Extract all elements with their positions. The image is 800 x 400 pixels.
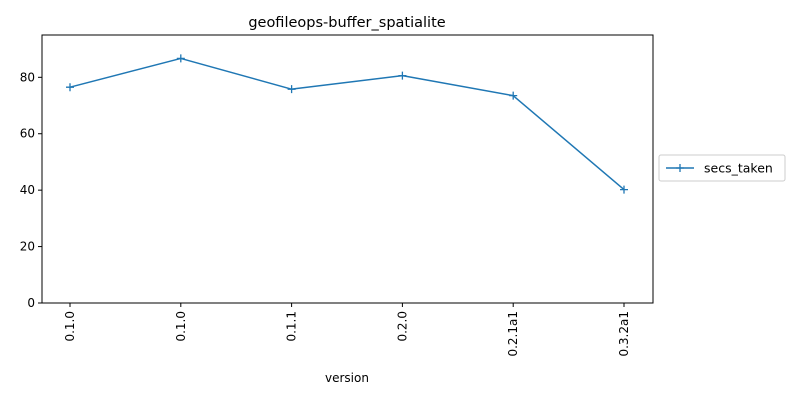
y-tick-label: 80 (20, 70, 35, 84)
y-tick-label: 0 (27, 296, 35, 310)
x-tick-label: 0.2.0 (395, 311, 409, 342)
data-point-marker (509, 91, 518, 100)
x-tick-label: 0.1.0 (174, 311, 188, 342)
chart-title: geofileops-buffer_spatialite (248, 15, 445, 31)
x-tick-label: 0.1.0 (63, 311, 77, 342)
data-point-marker (620, 185, 628, 194)
x-tick-label: 0.3.2a1 (617, 311, 631, 357)
legend[interactable]: secs_taken (658, 154, 786, 182)
legend-marker-plus (676, 164, 684, 172)
x-axis-label: version (325, 371, 369, 385)
series-layer (66, 54, 628, 194)
plot-area (41, 34, 654, 304)
y-axis: 0 20 40 60 80 (20, 70, 42, 310)
legend-marker-swatch (676, 164, 684, 172)
plot-frame (41, 34, 654, 304)
y-tick-label: 20 (20, 240, 35, 254)
x-axis: 0.1.0 0.1.0 0.1.1 0.2.0 0.2.1a1 0.3.2a1 (63, 303, 631, 357)
data-point-marker (66, 83, 74, 92)
series-line (69, 57, 625, 191)
legend-label: secs_taken (704, 161, 773, 176)
x-tick-label: 0.1.1 (285, 311, 299, 342)
data-point-marker (398, 71, 407, 80)
y-tick-label: 60 (20, 127, 35, 141)
x-tick-label: 0.2.1a1 (506, 311, 520, 357)
data-point-marker (176, 54, 185, 63)
legend-frame (658, 154, 786, 182)
y-tick-label: 40 (20, 183, 35, 197)
data-point-marker (287, 85, 296, 94)
